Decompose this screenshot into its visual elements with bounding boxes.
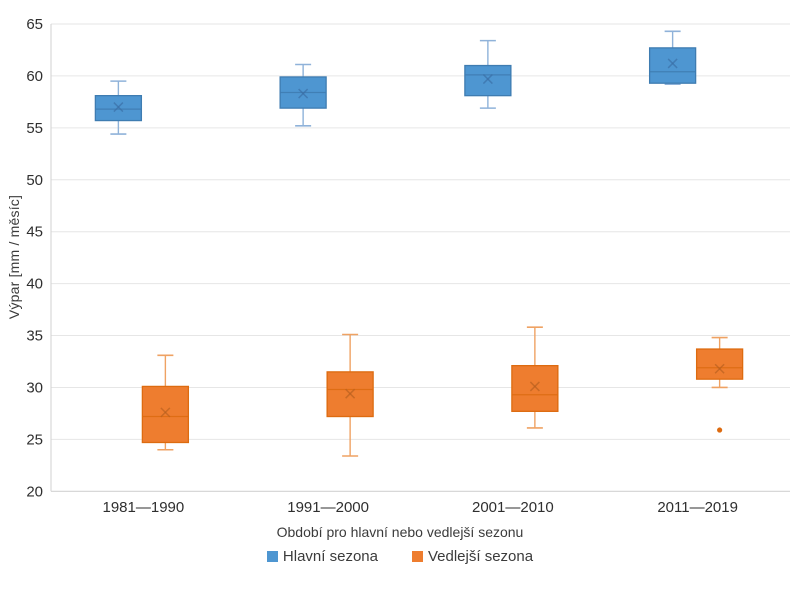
- box-hlavni-2011-2019-mean-marker: [667, 58, 678, 69]
- y-tick-label: 45: [26, 224, 43, 241]
- y-tick-label: 65: [26, 16, 43, 33]
- legend-swatch-hlavni-sezona: [266, 551, 278, 562]
- y-tick-label: 60: [26, 68, 43, 85]
- x-category-label: 1981—1990: [103, 499, 185, 516]
- legend-item-hlavni-sezona: Hlavní sezona: [266, 548, 378, 565]
- legend-item-vedlejsi-sezona: Vedlejší sezona: [411, 548, 534, 565]
- x-category-label: 1991—2000: [287, 499, 369, 516]
- x-category-label: 2001—2010: [472, 499, 554, 516]
- x-axis-title: Období pro hlavní nebo vedlejší sezonu: [276, 524, 524, 540]
- legend-swatch-vedlejsi-sezona: [411, 551, 423, 562]
- y-tick-label: 55: [26, 120, 43, 137]
- legend: Hlavní sezona Vedlejší sezona: [0, 548, 800, 565]
- box-vedlejsi-1981-1990: [141, 385, 190, 444]
- y-axis-title: Výpar [mm / měsíc]: [6, 194, 22, 320]
- box-vedlejsi-2001-2010: [511, 364, 559, 412]
- legend-label-vedlejsi-sezona: Vedlejší sezona: [427, 548, 534, 565]
- box-vedlejsi-1981-1990-mean-marker: [160, 407, 171, 418]
- box-vedlejsi-1991-2000-mean-marker: [345, 388, 356, 399]
- box-hlavni-2001-2010: [464, 64, 512, 97]
- x-category-label: 2011—2019: [657, 499, 738, 516]
- box-vedlejsi-2011-2019: [695, 348, 744, 380]
- y-tick-label: 30: [26, 379, 43, 396]
- y-tick-label: 35: [26, 328, 43, 345]
- box-vedlejsi-2011-2019-outlier: [717, 427, 723, 433]
- y-tick-label: 25: [26, 431, 43, 448]
- box-hlavni-1991-2000-mean-marker: [298, 88, 309, 99]
- box-hlavni-1981-1990-mean-marker: [113, 102, 124, 113]
- box-hlavni-2011-2019: [648, 47, 697, 84]
- y-tick-label: 20: [26, 483, 43, 500]
- y-tick-label: 50: [26, 172, 43, 189]
- box-hlavni-2001-2010-mean-marker: [482, 74, 493, 85]
- legend-label-hlavni-sezona: Hlavní sezona: [282, 548, 378, 565]
- y-tick-label: 40: [26, 276, 43, 293]
- box-vedlejsi-2011-2019-mean-marker: [714, 363, 725, 374]
- box-vedlejsi-2001-2010-mean-marker: [529, 381, 540, 392]
